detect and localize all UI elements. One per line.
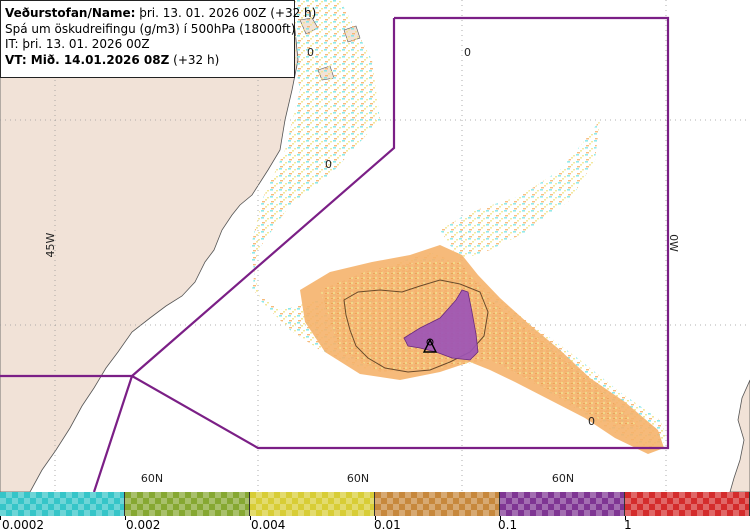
lat-label-1: 60N bbox=[141, 472, 163, 485]
legend-swatch-1 bbox=[0, 492, 125, 516]
header-source: Veðurstofan/Name: bbox=[5, 6, 136, 20]
legend-label-4: 0.01 bbox=[374, 518, 401, 532]
contour-label-3: 0 bbox=[325, 158, 332, 171]
legend-tick-1 bbox=[0, 516, 1, 520]
lon-label-0w: 0W bbox=[667, 234, 680, 252]
volcano-marker bbox=[422, 338, 438, 353]
legend-tick-6 bbox=[625, 516, 626, 520]
contour-label-1: 0 bbox=[307, 46, 314, 59]
legend-swatch-4 bbox=[375, 492, 500, 516]
lat-label-2: 60N bbox=[347, 472, 369, 485]
legend-swatch-2 bbox=[125, 492, 250, 516]
greenland-land bbox=[0, 0, 299, 492]
legend-swatch-6 bbox=[625, 492, 750, 516]
legend-tick-5 bbox=[500, 516, 501, 520]
legend-tick-3 bbox=[250, 516, 251, 520]
legend-label-1: 0.0002 bbox=[2, 518, 44, 532]
header-run: þri. 13. 01. 2026 00Z (+32 h) bbox=[135, 6, 317, 20]
ash-orange-texture bbox=[320, 262, 640, 428]
header-line-2: Spá um öskudreifingu (g/m3) í 500hPa (18… bbox=[5, 21, 296, 36]
legend-tick-2 bbox=[125, 516, 126, 520]
contour-label-2: 0 bbox=[464, 46, 471, 59]
legend-label-6: 1 bbox=[624, 518, 632, 532]
legend-swatch-3 bbox=[250, 492, 375, 516]
legend-label-2: 0.002 bbox=[126, 518, 161, 532]
ash-purple-core bbox=[404, 290, 478, 360]
lon-label-45w: 45W bbox=[44, 232, 57, 257]
header-valid-time: VT: Mið. 14.01.2026 08Z bbox=[5, 52, 170, 67]
header-line-1: Veðurstofan/Name: þri. 13. 01. 2026 00Z … bbox=[5, 6, 316, 22]
lat-label-3: 60N bbox=[552, 472, 574, 485]
contour-label-4: 0 bbox=[588, 415, 595, 428]
ash-dispersion-map: 45W 0W 60N 60N 60N 0 0 0 0 bbox=[0, 0, 750, 492]
legend-tick-4 bbox=[375, 516, 376, 520]
header-line-3: IT: þri. 13. 01. 2026 00Z bbox=[5, 37, 150, 51]
forecast-info-box: Veðurstofan/Name: þri. 13. 01. 2026 00Z … bbox=[0, 0, 316, 78]
header-line-4: VT: Mið. 14.01.2026 08Z (+32 h) bbox=[5, 53, 290, 69]
concentration-legend: 0.0002 0.002 0.004 0.01 0.1 1 bbox=[0, 492, 750, 532]
header-lead: (+32 h) bbox=[169, 52, 220, 67]
legend-label-3: 0.004 bbox=[251, 518, 286, 532]
ash-light-band-north bbox=[440, 120, 600, 260]
region-outline bbox=[0, 16, 670, 492]
scandinavia-land bbox=[729, 379, 750, 492]
legend-swatch-5 bbox=[500, 492, 625, 516]
legend-label-5: 0.1 bbox=[498, 518, 518, 532]
